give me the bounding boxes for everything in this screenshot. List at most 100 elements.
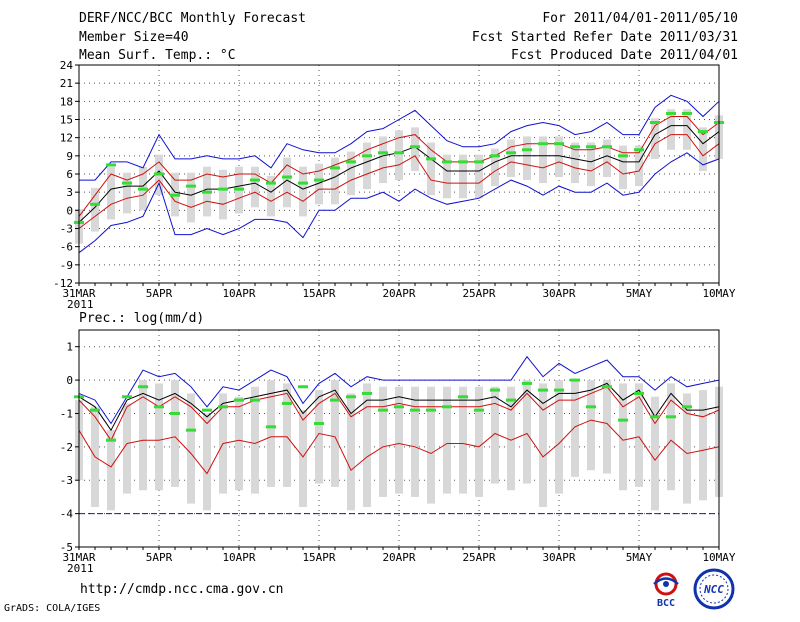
observation-marker xyxy=(666,111,676,115)
y-tick-label: 3 xyxy=(66,186,73,199)
spread-box xyxy=(539,383,547,507)
spread-box xyxy=(683,109,691,150)
spread-box xyxy=(603,139,611,178)
observation-marker xyxy=(682,111,692,115)
spread-box xyxy=(683,393,691,504)
spread-box xyxy=(651,396,659,511)
spread-box xyxy=(635,383,643,487)
lower-quartile-line xyxy=(78,134,720,229)
x-tick-label: 15APR xyxy=(302,551,335,564)
observation-marker xyxy=(698,130,708,134)
spread-box xyxy=(667,109,675,150)
spread-box xyxy=(411,386,419,497)
spread-box xyxy=(267,380,275,487)
observation-marker xyxy=(426,157,436,161)
x-tick-label: 25APR xyxy=(462,551,495,564)
observation-marker xyxy=(282,401,292,405)
observation-marker xyxy=(458,160,468,164)
y-tick-label: 12 xyxy=(60,132,73,145)
spread-box xyxy=(571,380,579,477)
spread-box xyxy=(379,386,387,497)
forecast-period: For 2011/04/01-2011/05/10 xyxy=(542,11,738,26)
x-tick-label: 31MAR xyxy=(62,551,95,564)
observation-marker xyxy=(138,187,148,191)
observation-marker xyxy=(394,405,404,409)
fcst-produced-date: Fcst Produced Date 2011/04/01 xyxy=(511,48,738,63)
chart-title: DERF/NCC/BCC Monthly Forecast xyxy=(79,11,306,26)
ensemble-max-line xyxy=(79,94,720,181)
ensemble-max-line xyxy=(78,355,720,425)
spread-box xyxy=(379,136,387,184)
observation-marker xyxy=(490,388,500,392)
lower-quartile-line xyxy=(78,419,720,475)
source-url[interactable]: http://cmdp.ncc.cma.gov.cn xyxy=(80,582,284,597)
spread-box xyxy=(107,430,115,511)
observation-marker xyxy=(314,421,324,425)
y-tick-label: -9 xyxy=(60,259,73,272)
spread-box xyxy=(187,393,195,504)
x-tick-label: 5APR xyxy=(146,287,173,300)
observation-marker xyxy=(586,145,596,149)
spread-box xyxy=(395,130,403,181)
observation-marker xyxy=(330,398,340,402)
spread-box xyxy=(347,151,355,196)
spread-box xyxy=(283,383,291,487)
spread-box xyxy=(491,386,499,484)
observation-marker xyxy=(602,385,612,389)
spread-box xyxy=(587,380,595,471)
observation-marker xyxy=(202,408,212,412)
x-tick-label: 5APR xyxy=(146,551,173,564)
y-tick-label: -3 xyxy=(60,474,73,487)
bcc-logo: BCC xyxy=(653,572,679,609)
observation-marker xyxy=(90,408,100,412)
y-tick-label: -1 xyxy=(60,407,73,420)
observation-marker xyxy=(490,154,500,158)
spread-box xyxy=(635,145,643,187)
spread-box xyxy=(363,383,371,507)
spread-box xyxy=(491,148,499,187)
observation-marker xyxy=(634,148,644,152)
observation-marker xyxy=(650,121,660,125)
observation-marker xyxy=(250,398,260,402)
upper-quartile-line xyxy=(78,386,720,442)
y-tick-label: -12 xyxy=(53,277,73,290)
spread-box xyxy=(187,172,195,223)
observation-marker xyxy=(570,145,580,149)
spread-box xyxy=(347,393,355,511)
observation-marker xyxy=(474,160,484,164)
observation-marker xyxy=(314,178,324,182)
observation-marker xyxy=(634,391,644,395)
spread-box xyxy=(539,136,547,184)
y-tick-label: -5 xyxy=(60,541,73,554)
x-tick-label: 30APR xyxy=(542,287,575,300)
observation-marker xyxy=(250,178,260,182)
variable-label: Mean Surf. Temp.: °C xyxy=(79,48,236,63)
chart-panel-1: -12 -9 -6 -3 0 3 6 9 12 15 18 21 24 31MAR 5APR 10APR 15A… xyxy=(53,59,736,311)
spread-box xyxy=(475,386,483,497)
observation-marker xyxy=(458,395,468,399)
observation-marker xyxy=(554,388,564,392)
observation-marker xyxy=(394,151,404,155)
x-tick-label: 10MAY xyxy=(702,551,735,564)
x-tick-label: 15APR xyxy=(302,287,335,300)
observation-marker xyxy=(186,428,196,432)
spread-box xyxy=(251,386,259,494)
observation-marker xyxy=(426,408,436,412)
observation-marker xyxy=(570,378,580,382)
bcc-logo-text: BCC xyxy=(657,598,675,609)
y-tick-label: 24 xyxy=(60,59,74,72)
observation-marker xyxy=(346,160,356,164)
spread-box xyxy=(699,127,707,171)
spread-box xyxy=(283,157,291,208)
y-tick-label: 9 xyxy=(66,150,73,163)
observation-marker xyxy=(170,193,180,197)
ncc-logo-text: NCC xyxy=(703,583,724,596)
spread-box xyxy=(171,380,179,487)
spread-box xyxy=(555,136,563,178)
spread-box xyxy=(331,157,339,205)
y-tick-label: 21 xyxy=(60,77,73,90)
spread-box xyxy=(331,380,339,487)
spread-box xyxy=(571,142,579,184)
